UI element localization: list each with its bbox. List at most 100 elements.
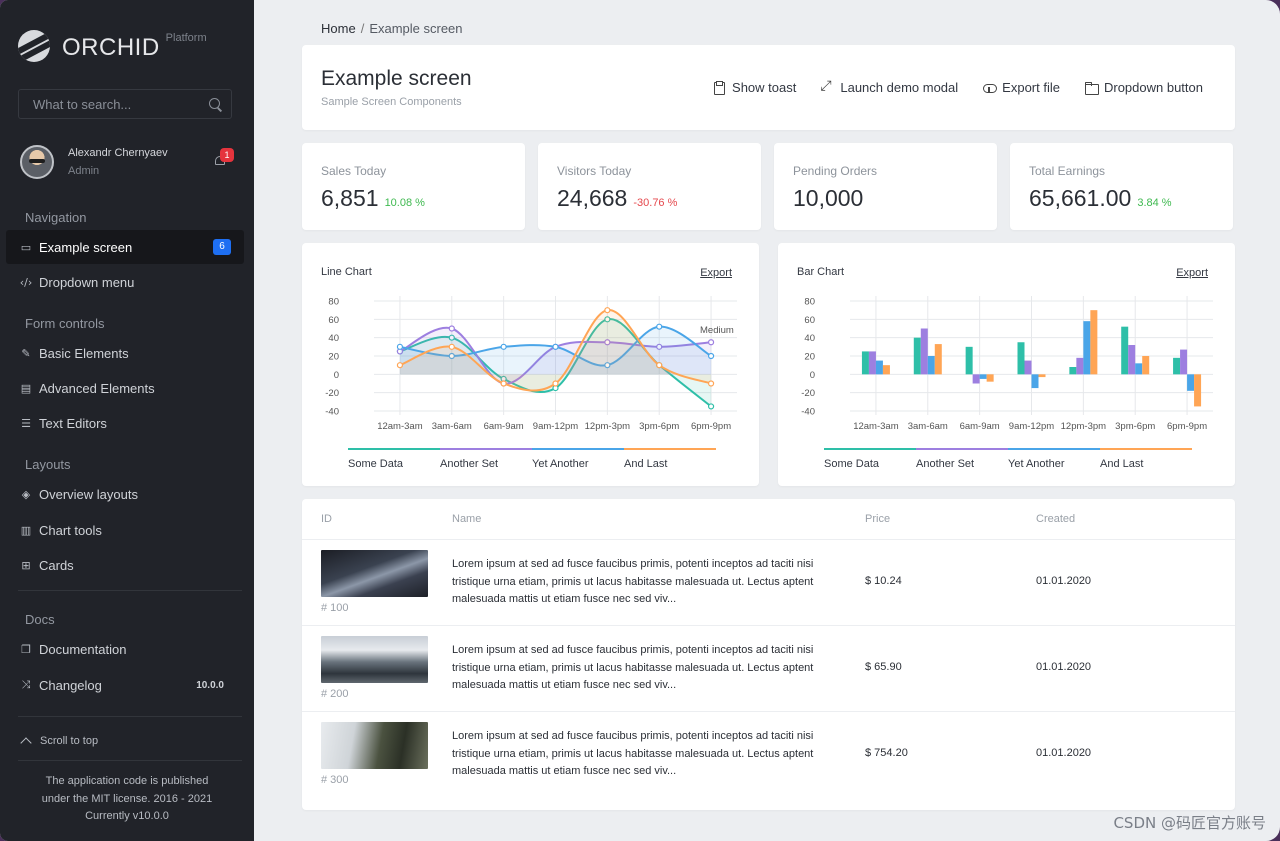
- bar: [1083, 321, 1091, 375]
- sidebar-divider: [18, 590, 242, 591]
- shuffle-icon: ⤨: [21, 678, 31, 691]
- license-line: Currently v10.0.0: [85, 810, 169, 822]
- sidebar-item-basic-elements[interactable]: ✎ Basic Elements: [6, 336, 244, 370]
- stat-label: Visitors Today: [557, 164, 632, 178]
- data-point: [656, 323, 663, 330]
- data-point: [707, 380, 715, 387]
- bar: [972, 374, 980, 384]
- column-header-name[interactable]: Name: [452, 513, 482, 525]
- briefcase-icon: ▤: [20, 381, 32, 395]
- bar-chart-card: Bar Chart Export 80 60 40 20 0 -20 -40 12am-3am…: [778, 243, 1235, 486]
- export-file-button[interactable]: Export file: [982, 80, 1060, 95]
- logo-platform-label: Platform: [165, 32, 207, 44]
- data-point: [707, 339, 715, 346]
- y-tick-label: -40: [801, 407, 815, 418]
- grid-icon: ⊞: [21, 558, 31, 572]
- stat-card-total-earnings: Total Earnings 65,661.00 3.84 %: [1010, 143, 1233, 230]
- license-line: under the MIT license. 2016 - 2021: [41, 792, 213, 805]
- sidebar: ORCHID Platform Alexandr Chernyaev Admin…: [0, 0, 254, 841]
- table-row[interactable]: # 200 Lorem ipsum at sed ad fusce faucib…: [302, 625, 1235, 711]
- stat-label: Total Earnings: [1029, 164, 1106, 178]
- bar: [1194, 374, 1202, 407]
- stat-value: 65,661.00: [1029, 185, 1132, 211]
- x-tick-label: 6am-9am: [484, 421, 524, 432]
- logo[interactable]: ORCHID Platform: [18, 30, 207, 62]
- data-point: [448, 334, 455, 341]
- breadcrumb-home-link[interactable]: Home: [321, 21, 356, 36]
- chart-title: Line Chart: [321, 266, 372, 278]
- y-tick-label: 20: [804, 352, 815, 363]
- bar: [934, 344, 942, 375]
- sidebar-item-label: Basic Elements: [39, 345, 129, 361]
- bar: [1090, 310, 1098, 375]
- version-label: 10.0.0: [196, 680, 224, 691]
- stat-label: Sales Today: [321, 164, 387, 178]
- line-chart-card: Line Chart Export 80 60 40 20 0 -20 -40 12am-3a…: [302, 243, 759, 486]
- table-row[interactable]: # 100 Lorem ipsum at sed ad fusce faucib…: [302, 539, 1235, 625]
- line-chart: 80 60 40 20 0 -20 -40 12am-3am 3am-6am 6am-9am 9am…: [325, 296, 737, 470]
- data-table: ID Name Price Created # 100 Lorem ipsum …: [302, 499, 1235, 810]
- launch-demo-modal-button[interactable]: Launch demo modal: [820, 78, 958, 96]
- show-toast-button[interactable]: Show toast: [712, 80, 796, 95]
- sidebar-item-advanced-elements[interactable]: ▤ Advanced Elements: [6, 371, 244, 405]
- sidebar-item-label: Example screen: [39, 239, 133, 255]
- bar: [1024, 360, 1032, 375]
- x-tick-label: 12am-3am: [377, 421, 422, 432]
- x-tick-label: 12am-3am: [853, 421, 898, 432]
- bar: [1121, 326, 1129, 375]
- sidebar-item-text-editors[interactable]: ☰ Text Editors: [6, 406, 244, 440]
- x-tick-label: 9am-12pm: [1009, 421, 1054, 432]
- data-point: [707, 403, 715, 410]
- row-price: $ 10.24: [865, 575, 902, 587]
- legend-label: Yet Another: [1008, 458, 1065, 470]
- data-point: [552, 343, 559, 350]
- data-point: [707, 352, 715, 360]
- data-point: [448, 343, 455, 350]
- stat-card-pending-orders: Pending Orders 10,000: [774, 143, 997, 230]
- data-point: [396, 362, 404, 369]
- search-input[interactable]: [33, 96, 209, 112]
- notifications-button[interactable]: 1: [214, 148, 234, 167]
- search-icon[interactable]: [209, 97, 221, 111]
- bar-chart: 80 60 40 20 0 -20 -40 12am-3am 3am-6am 6am-9am 9am…: [801, 296, 1213, 470]
- y-tick-label: 80: [328, 297, 339, 308]
- data-point: [448, 352, 455, 360]
- nav-section-form-controls: Form controls: [25, 316, 105, 331]
- x-tick-label: 9am-12pm: [533, 421, 578, 432]
- clipboard-icon: [712, 80, 726, 95]
- sidebar-item-overview-layouts[interactable]: ◈ Overview layouts: [6, 477, 244, 511]
- x-tick-label: 12pm-3pm: [585, 421, 630, 432]
- row-price: $ 65.90: [865, 661, 902, 673]
- sidebar-item-dropdown-menu[interactable]: ‹/› Dropdown menu: [6, 265, 244, 299]
- sidebar-item-example-screen[interactable]: ▭ Example screen 6: [6, 230, 244, 264]
- scroll-to-top-button[interactable]: Scroll to top: [20, 735, 98, 749]
- sidebar-item-label: Text Editors: [39, 415, 107, 431]
- sidebar-item-changelog[interactable]: ⤨ Changelog 10.0.0: [6, 668, 244, 702]
- legend-label: Another Set: [916, 458, 974, 470]
- table-row[interactable]: # 300 Lorem ipsum at sed ad fusce faucib…: [302, 711, 1235, 797]
- column-header-created[interactable]: Created: [1036, 513, 1076, 525]
- y-tick-label: 20: [328, 352, 339, 363]
- user-profile[interactable]: Alexandr Chernyaev Admin 1: [20, 145, 234, 179]
- row-description: Lorem ipsum at sed ad fusce faucibus pri…: [452, 644, 814, 691]
- row-created-date: 01.01.2020: [1036, 661, 1092, 673]
- x-tick-label: 3pm-6pm: [1115, 421, 1155, 432]
- sidebar-item-documentation[interactable]: ❐ Documentation: [6, 632, 244, 666]
- column-header-id[interactable]: ID: [321, 513, 332, 525]
- page-header: Example screen Sample Screen Components …: [302, 45, 1235, 130]
- breadcrumb-current: Example screen: [369, 21, 463, 36]
- bar: [1031, 374, 1039, 389]
- fullscreen-icon: [820, 78, 834, 95]
- bar: [1135, 363, 1143, 375]
- sidebar-item-chart-tools[interactable]: ▥ Chart tools: [6, 513, 244, 547]
- chart-export-link[interactable]: Export: [700, 267, 732, 279]
- stat-card-visitors: Visitors Today 24,668 -30.76 %: [538, 143, 761, 230]
- code-icon: ‹/›: [19, 275, 33, 289]
- chart-export-link[interactable]: Export: [1176, 267, 1208, 279]
- dropdown-button[interactable]: Dropdown button: [1084, 80, 1203, 95]
- column-header-price[interactable]: Price: [865, 513, 891, 525]
- data-point: [604, 362, 611, 369]
- sidebar-item-cards[interactable]: ⊞ Cards: [6, 548, 244, 582]
- data-point: [396, 343, 404, 350]
- data-point: [604, 307, 611, 314]
